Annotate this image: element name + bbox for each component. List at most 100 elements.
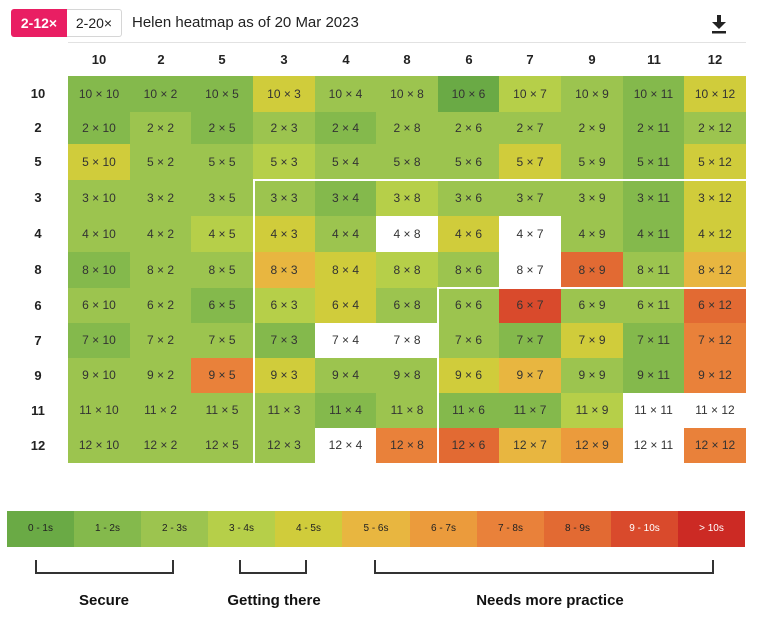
heatmap-cell[interactable]: 9 × 6 — [438, 358, 499, 393]
heatmap-cell[interactable]: 9 × 7 — [499, 358, 561, 393]
heatmap-cell[interactable]: 7 × 10 — [68, 323, 130, 358]
heatmap-cell[interactable]: 12 × 6 — [438, 428, 499, 463]
heatmap-cell[interactable]: 6 × 3 — [253, 288, 315, 323]
heatmap-cell[interactable]: 10 × 9 — [561, 76, 623, 112]
heatmap-cell[interactable]: 6 × 9 — [561, 288, 623, 323]
tab-2-12[interactable]: 2-12× — [11, 9, 67, 37]
heatmap-cell[interactable]: 11 × 2 — [130, 393, 191, 428]
heatmap-cell[interactable]: 10 × 4 — [315, 76, 376, 112]
heatmap-cell[interactable]: 6 × 7 — [499, 288, 561, 323]
heatmap-cell[interactable]: 4 × 5 — [191, 216, 253, 252]
heatmap-cell[interactable]: 2 × 10 — [68, 112, 130, 144]
heatmap-cell[interactable]: 3 × 10 — [68, 180, 130, 216]
heatmap-cell[interactable]: 11 × 10 — [68, 393, 130, 428]
heatmap-cell[interactable]: 2 × 12 — [684, 112, 746, 144]
heatmap-cell[interactable]: 9 × 9 — [561, 358, 623, 393]
heatmap-cell[interactable]: 4 × 2 — [130, 216, 191, 252]
download-icon[interactable] — [709, 13, 729, 35]
heatmap-cell[interactable]: 11 × 3 — [253, 393, 315, 428]
heatmap-cell[interactable]: 9 × 4 — [315, 358, 376, 393]
heatmap-cell[interactable]: 9 × 3 — [253, 358, 315, 393]
tab-2-20[interactable]: 2-20× — [67, 9, 122, 37]
heatmap-cell[interactable]: 3 × 11 — [623, 180, 684, 216]
heatmap-cell[interactable]: 4 × 3 — [253, 216, 315, 252]
heatmap-cell[interactable]: 3 × 8 — [376, 180, 438, 216]
heatmap-cell[interactable]: 6 × 10 — [68, 288, 130, 323]
heatmap-cell[interactable]: 10 × 12 — [684, 76, 746, 112]
heatmap-cell[interactable]: 8 × 3 — [253, 252, 315, 288]
heatmap-cell[interactable]: 12 × 11 — [623, 428, 684, 463]
heatmap-cell[interactable]: 12 × 4 — [315, 428, 376, 463]
heatmap-cell[interactable]: 8 × 10 — [68, 252, 130, 288]
heatmap-cell[interactable]: 5 × 12 — [684, 144, 746, 180]
heatmap-cell[interactable]: 11 × 11 — [623, 393, 684, 428]
heatmap-cell[interactable]: 7 × 3 — [253, 323, 315, 358]
heatmap-cell[interactable]: 6 × 4 — [315, 288, 376, 323]
heatmap-cell[interactable]: 3 × 2 — [130, 180, 191, 216]
heatmap-cell[interactable]: 4 × 9 — [561, 216, 623, 252]
heatmap-cell[interactable]: 7 × 9 — [561, 323, 623, 358]
heatmap-cell[interactable]: 4 × 11 — [623, 216, 684, 252]
heatmap-cell[interactable]: 7 × 5 — [191, 323, 253, 358]
heatmap-cell[interactable]: 4 × 6 — [438, 216, 499, 252]
heatmap-cell[interactable]: 3 × 6 — [438, 180, 499, 216]
heatmap-cell[interactable]: 5 × 8 — [376, 144, 438, 180]
heatmap-cell[interactable]: 5 × 2 — [130, 144, 191, 180]
heatmap-cell[interactable]: 8 × 8 — [376, 252, 438, 288]
heatmap-cell[interactable]: 10 × 6 — [438, 76, 499, 112]
heatmap-cell[interactable]: 12 × 8 — [376, 428, 438, 463]
heatmap-cell[interactable]: 4 × 7 — [499, 216, 561, 252]
heatmap-cell[interactable]: 8 × 4 — [315, 252, 376, 288]
heatmap-cell[interactable]: 2 × 3 — [253, 112, 315, 144]
heatmap-cell[interactable]: 10 × 10 — [68, 76, 130, 112]
heatmap-cell[interactable]: 2 × 4 — [315, 112, 376, 144]
heatmap-cell[interactable]: 5 × 9 — [561, 144, 623, 180]
heatmap-cell[interactable]: 11 × 5 — [191, 393, 253, 428]
heatmap-cell[interactable]: 2 × 11 — [623, 112, 684, 144]
heatmap-cell[interactable]: 2 × 5 — [191, 112, 253, 144]
heatmap-cell[interactable]: 10 × 3 — [253, 76, 315, 112]
heatmap-cell[interactable]: 7 × 6 — [438, 323, 499, 358]
heatmap-cell[interactable]: 5 × 7 — [499, 144, 561, 180]
heatmap-cell[interactable]: 7 × 11 — [623, 323, 684, 358]
heatmap-cell[interactable]: 2 × 7 — [499, 112, 561, 144]
heatmap-cell[interactable]: 9 × 8 — [376, 358, 438, 393]
heatmap-cell[interactable]: 3 × 12 — [684, 180, 746, 216]
heatmap-cell[interactable]: 8 × 5 — [191, 252, 253, 288]
heatmap-cell[interactable]: 5 × 6 — [438, 144, 499, 180]
heatmap-cell[interactable]: 7 × 4 — [315, 323, 376, 358]
heatmap-cell[interactable]: 11 × 7 — [499, 393, 561, 428]
heatmap-cell[interactable]: 3 × 4 — [315, 180, 376, 216]
heatmap-cell[interactable]: 9 × 2 — [130, 358, 191, 393]
heatmap-cell[interactable]: 10 × 7 — [499, 76, 561, 112]
heatmap-cell[interactable]: 9 × 12 — [684, 358, 746, 393]
heatmap-cell[interactable]: 5 × 3 — [253, 144, 315, 180]
heatmap-cell[interactable]: 6 × 2 — [130, 288, 191, 323]
heatmap-cell[interactable]: 8 × 11 — [623, 252, 684, 288]
heatmap-cell[interactable]: 7 × 2 — [130, 323, 191, 358]
heatmap-cell[interactable]: 11 × 9 — [561, 393, 623, 428]
heatmap-cell[interactable]: 2 × 6 — [438, 112, 499, 144]
heatmap-cell[interactable]: 10 × 8 — [376, 76, 438, 112]
heatmap-cell[interactable]: 12 × 9 — [561, 428, 623, 463]
heatmap-cell[interactable]: 8 × 6 — [438, 252, 499, 288]
heatmap-cell[interactable]: 6 × 6 — [438, 288, 499, 323]
heatmap-cell[interactable]: 7 × 8 — [376, 323, 438, 358]
heatmap-cell[interactable]: 8 × 12 — [684, 252, 746, 288]
heatmap-cell[interactable]: 6 × 5 — [191, 288, 253, 323]
heatmap-cell[interactable]: 12 × 10 — [68, 428, 130, 463]
heatmap-cell[interactable]: 7 × 12 — [684, 323, 746, 358]
heatmap-cell[interactable]: 12 × 7 — [499, 428, 561, 463]
heatmap-cell[interactable]: 9 × 5 — [191, 358, 253, 393]
heatmap-cell[interactable]: 10 × 5 — [191, 76, 253, 112]
heatmap-cell[interactable]: 5 × 4 — [315, 144, 376, 180]
heatmap-cell[interactable]: 7 × 7 — [499, 323, 561, 358]
heatmap-cell[interactable]: 5 × 11 — [623, 144, 684, 180]
heatmap-cell[interactable]: 8 × 2 — [130, 252, 191, 288]
heatmap-cell[interactable]: 2 × 9 — [561, 112, 623, 144]
heatmap-cell[interactable]: 4 × 8 — [376, 216, 438, 252]
heatmap-cell[interactable]: 9 × 10 — [68, 358, 130, 393]
heatmap-cell[interactable]: 4 × 12 — [684, 216, 746, 252]
heatmap-cell[interactable]: 9 × 11 — [623, 358, 684, 393]
heatmap-cell[interactable]: 6 × 8 — [376, 288, 438, 323]
